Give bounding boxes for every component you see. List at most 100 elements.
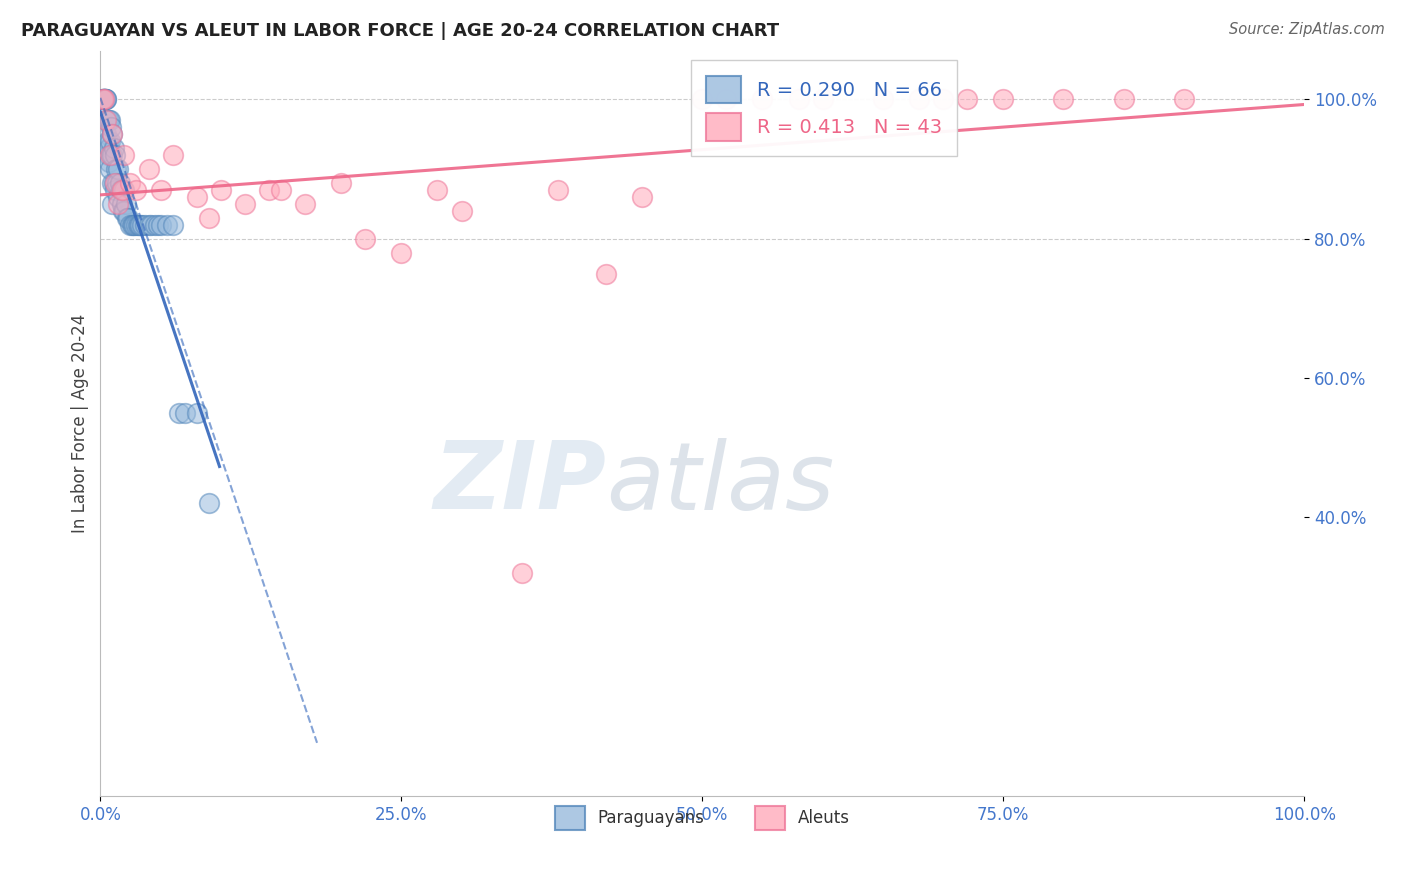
Point <box>112 203 135 218</box>
Point <box>112 203 135 218</box>
Point <box>90 92 112 106</box>
Point <box>105 162 128 177</box>
Point <box>98 113 121 128</box>
Point <box>197 496 219 510</box>
Point <box>97 134 120 148</box>
Point <box>100 120 122 135</box>
Point <box>104 183 127 197</box>
Point <box>143 218 166 232</box>
Point <box>270 183 292 197</box>
Point <box>101 128 124 142</box>
Point <box>908 92 931 106</box>
Point <box>117 211 139 225</box>
Point <box>96 113 118 128</box>
Point <box>121 218 143 232</box>
Point <box>97 155 120 169</box>
Point <box>96 128 118 142</box>
Point <box>330 176 353 190</box>
Point <box>112 183 135 197</box>
Point <box>96 92 118 106</box>
Point <box>129 218 152 232</box>
Point <box>510 566 533 581</box>
Point <box>94 92 117 106</box>
Point <box>110 183 132 197</box>
Point <box>101 176 124 190</box>
Point <box>107 162 129 177</box>
Point <box>956 92 979 106</box>
Point <box>257 183 280 197</box>
Point <box>101 128 124 142</box>
Point <box>93 92 115 106</box>
Point <box>595 267 617 281</box>
Point <box>122 218 145 232</box>
Point <box>139 218 162 232</box>
Point <box>209 183 232 197</box>
Point <box>91 92 114 106</box>
Point <box>138 162 160 177</box>
Point <box>105 176 128 190</box>
Point <box>100 148 122 162</box>
Y-axis label: In Labor Force | Age 20-24: In Labor Force | Age 20-24 <box>72 314 89 533</box>
Point <box>101 197 124 211</box>
Point <box>751 92 773 106</box>
Point <box>162 218 184 232</box>
Point <box>93 92 115 106</box>
Text: PARAGUAYAN VS ALEUT IN LABOR FORCE | AGE 20-24 CORRELATION CHART: PARAGUAYAN VS ALEUT IN LABOR FORCE | AGE… <box>21 22 779 40</box>
Point <box>128 218 150 232</box>
Point <box>115 211 138 225</box>
Point <box>134 218 156 232</box>
Point <box>103 141 125 155</box>
Point <box>173 406 195 420</box>
Point <box>631 190 654 204</box>
Point <box>149 218 172 232</box>
Point <box>98 162 121 177</box>
Point <box>233 197 256 211</box>
Point <box>94 92 117 106</box>
Point <box>450 203 472 218</box>
Point <box>932 92 955 106</box>
Point <box>94 92 117 106</box>
Point <box>197 211 219 225</box>
Point <box>294 197 316 211</box>
Point <box>1052 92 1074 106</box>
Point <box>101 148 124 162</box>
Point <box>149 183 172 197</box>
Text: Source: ZipAtlas.com: Source: ZipAtlas.com <box>1229 22 1385 37</box>
Point <box>787 92 810 106</box>
Point <box>120 218 142 232</box>
Point <box>125 218 148 232</box>
Point <box>690 92 713 106</box>
Point <box>104 148 127 162</box>
Point <box>121 218 143 232</box>
Point <box>125 183 148 197</box>
Point <box>93 92 115 106</box>
Point <box>97 148 120 162</box>
Point <box>114 197 136 211</box>
Point <box>138 218 160 232</box>
Point <box>127 218 149 232</box>
Point <box>547 183 569 197</box>
Point <box>91 92 114 106</box>
Point <box>1112 92 1135 106</box>
Point <box>96 92 118 106</box>
Point <box>96 113 118 128</box>
Point <box>167 406 190 420</box>
Point <box>98 148 121 162</box>
Point <box>112 148 135 162</box>
Point <box>354 232 377 246</box>
Point <box>993 92 1015 106</box>
Point <box>91 92 114 106</box>
Point <box>186 406 208 420</box>
Point <box>104 176 127 190</box>
Point <box>162 148 184 162</box>
Point <box>811 92 834 106</box>
Point <box>155 218 177 232</box>
Point <box>108 176 131 190</box>
Point <box>111 183 134 197</box>
Point <box>131 218 153 232</box>
Point <box>107 190 129 204</box>
Point <box>872 92 894 106</box>
Point <box>426 183 449 197</box>
Point <box>186 190 208 204</box>
Point <box>103 176 125 190</box>
